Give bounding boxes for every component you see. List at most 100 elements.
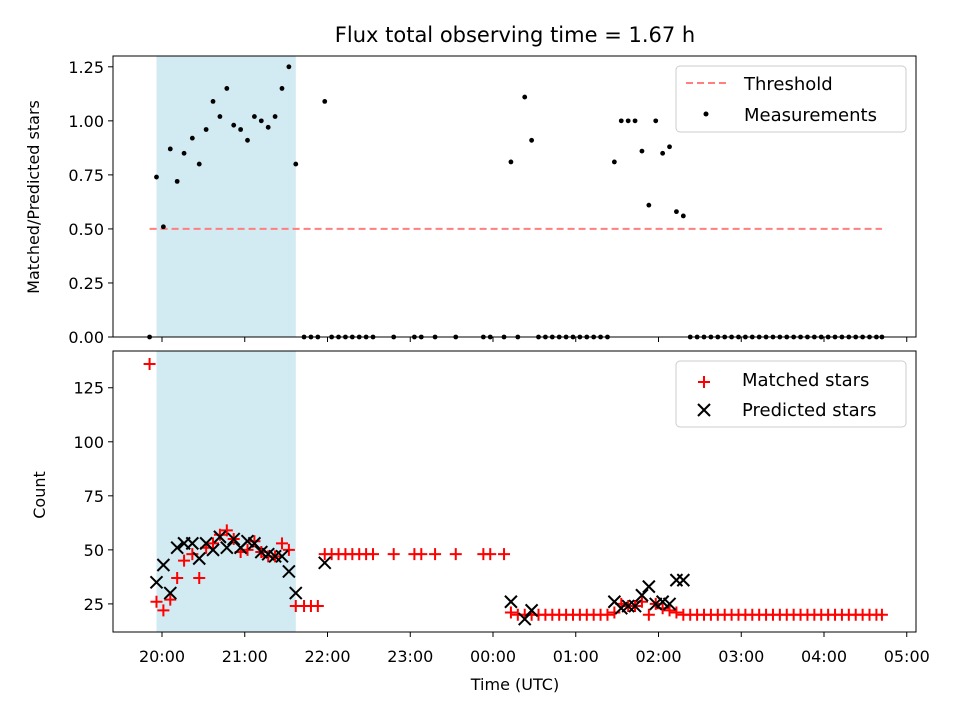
predicted-star-point (318, 556, 332, 570)
matched-star-point (150, 595, 163, 608)
predicted-star-point (676, 573, 691, 587)
matched-star-point (275, 537, 288, 550)
measurement-point (508, 159, 514, 165)
matched-star-point (670, 606, 683, 619)
bottom-legend-box (675, 360, 907, 428)
x-tick-label: 00:00 (470, 647, 516, 666)
matched-star-point (484, 548, 497, 561)
measurement-point (286, 64, 292, 70)
matched-star-point (387, 548, 400, 561)
measurement-point (154, 174, 159, 180)
bottom-y-tick-label: 100 (73, 433, 104, 452)
bottom-y-axis-label: Count (30, 471, 49, 519)
bottom-y-tick-label: 75 (84, 487, 104, 506)
observing-window-span (156, 56, 296, 337)
measurement-point (279, 86, 285, 91)
measurement-point (217, 114, 223, 119)
measurement-point (245, 137, 250, 143)
measurement-point (224, 86, 230, 91)
measurement-point (167, 146, 173, 152)
matched-star-point (178, 554, 191, 567)
predicted-star-point (669, 573, 684, 587)
measurement-point (618, 118, 624, 124)
measurement-point (174, 178, 180, 184)
x-tick-label: 21:00 (222, 647, 268, 666)
matched-star-point (608, 606, 621, 619)
legend-matched-label: Matched stars (742, 370, 869, 391)
matched-star-point (642, 608, 655, 621)
x-tick-label: 20:00 (139, 647, 185, 666)
top-legend-box (675, 65, 907, 133)
predicted-star-point (163, 586, 177, 600)
matched-star-point (164, 593, 177, 606)
predicted-star-point (156, 558, 171, 572)
matched-star-point (415, 548, 428, 561)
measurement-point (160, 224, 166, 230)
matched-star-point (193, 571, 206, 584)
measurement-point (522, 94, 528, 100)
measurement-point (265, 124, 271, 130)
measurement-point (231, 122, 237, 128)
x-axis-label: Time (UTC) (470, 675, 559, 694)
bottom-legend: Matched stars Predicted stars (675, 360, 907, 428)
top-y-tick-label: 0.25 (68, 274, 104, 293)
predicted-star-point (282, 564, 296, 579)
matched-star-point (311, 600, 324, 613)
x-tick-label: 23:00 (387, 647, 433, 666)
measurement-point (680, 213, 686, 219)
measurement-point (293, 161, 299, 167)
measurement-point (210, 98, 216, 104)
predicted-star-point (628, 599, 642, 613)
measurement-point (238, 127, 244, 132)
legend-predicted-swatch (697, 403, 711, 417)
predicted-star-point (170, 540, 184, 555)
matched-star-point (601, 608, 614, 621)
measurement-point (196, 161, 202, 167)
matched-star-point (449, 548, 462, 561)
top-y-tick-label: 1.25 (68, 58, 104, 77)
matched-star-point (635, 595, 648, 608)
measurement-point (203, 127, 209, 132)
top-y-axis-label: Matched/Predicted stars (24, 100, 43, 294)
matched-star-point (656, 602, 669, 615)
top-y-tick-label: 0.00 (68, 328, 104, 347)
predicted-star-point (635, 588, 649, 602)
matched-star-point (663, 604, 676, 617)
predicted-star-point (504, 595, 518, 609)
measurement-point (632, 118, 638, 124)
legend-measurements-label: Measurements (744, 105, 877, 126)
matched-star-point (282, 543, 295, 556)
predicted-star-point (518, 612, 532, 626)
top-y-tick-label: 1.00 (68, 112, 104, 131)
predicted-star-point (642, 579, 656, 594)
x-tick-label: 22:00 (304, 647, 350, 666)
top-panel: 0.00 0.25 0.50 0.75 1.00 1.25 Matched/Predict… (24, 55, 917, 347)
legend-threshold-label: Threshold (743, 74, 833, 95)
matched-star-point (207, 537, 220, 550)
bottom-y-tick-label: 50 (84, 541, 104, 560)
predicted-star-point (192, 551, 206, 566)
legend-measurements-swatch (703, 111, 709, 117)
predicted-star-point (524, 603, 539, 618)
measurement-point (667, 144, 672, 150)
matched-star-point (157, 604, 170, 617)
x-tick-label: 05:00 (884, 647, 930, 666)
predicted-star-point (213, 530, 227, 544)
chart-title: Flux total observing time = 1.67 h (335, 23, 695, 47)
predicted-star-point (289, 586, 303, 600)
measurement-point (611, 159, 617, 165)
x-tick-label: 04:00 (801, 647, 847, 666)
bottom-y-tick-label: 25 (84, 595, 104, 614)
top-legend: Threshold Measurements (675, 65, 907, 133)
x-tick-label: 03:00 (718, 647, 764, 666)
measurement-point (660, 150, 666, 156)
measurement-point (272, 114, 278, 119)
predicted-star-point (149, 575, 164, 589)
matched-star-point (367, 548, 380, 561)
measurement-point (322, 98, 328, 104)
predicted-star-point (662, 597, 677, 611)
matched-star-point (498, 548, 511, 561)
measurement-point (646, 202, 652, 208)
matched-star-point (220, 524, 233, 537)
bottom-panel: 25 50 75 100 125 20:00 21:00 22:00 23:00 00:00 01… (30, 350, 930, 694)
